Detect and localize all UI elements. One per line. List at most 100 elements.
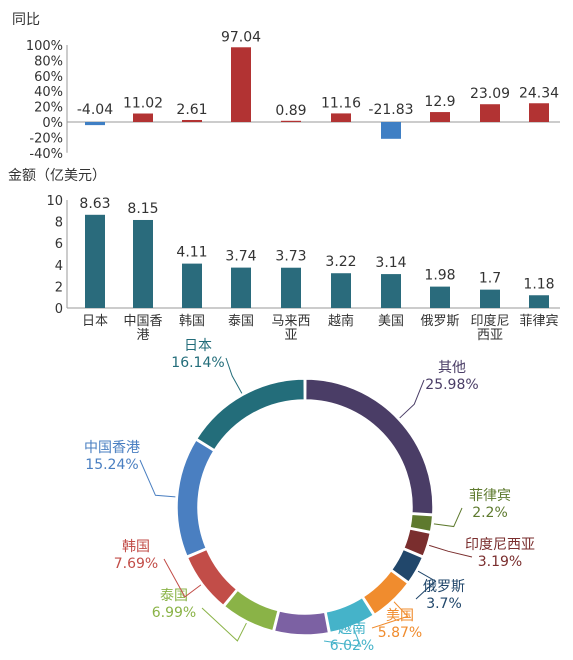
amount-bar [182, 263, 202, 308]
amount-y-tick-label: 10 [46, 194, 63, 209]
donut-slice [273, 609, 330, 636]
donut-slice-percent: 2.2% [472, 505, 508, 521]
amount-data-label: 8.15 [127, 201, 158, 217]
yoy-y-tick-label: 0% [42, 116, 63, 131]
x-category-label: 港 [136, 328, 149, 343]
yoy-y-tick-label: 20% [34, 101, 63, 116]
x-category-label: 印度尼 [470, 313, 509, 329]
yoy-data-label: -21.83 [368, 102, 413, 118]
donut-slice-percent: 7.69% [114, 556, 158, 572]
amount-bar [231, 267, 251, 308]
donut-slice [176, 438, 215, 558]
amount-y-tick-label: 4 [55, 259, 63, 274]
donut-slice [186, 548, 238, 607]
donut-slice [223, 589, 280, 632]
yoy-bar [231, 47, 251, 122]
amount-data-label: 3.22 [325, 254, 356, 270]
amount-y-tick-label: 0 [55, 302, 63, 317]
amount-bar [281, 267, 301, 308]
yoy-bar [529, 103, 549, 122]
donut-slice-percent: 3.19% [478, 554, 522, 570]
yoy-data-label: 11.16 [321, 95, 361, 111]
x-category-label: 美国 [378, 314, 404, 329]
donut-leader-line [323, 627, 362, 647]
donut-slice [362, 569, 409, 616]
yoy-data-label: 12.9 [424, 94, 455, 110]
amount-y-tick-label: 2 [55, 280, 63, 295]
x-category-label: 日本 [82, 314, 108, 329]
yoy-y-tick-label: -40% [29, 147, 63, 162]
yoy-data-label: 23.09 [470, 86, 510, 102]
amount-bar [85, 214, 105, 308]
amount-data-label: 1.98 [424, 268, 455, 284]
x-category-label: 西亚 [477, 328, 503, 343]
yoy-bar [133, 113, 153, 122]
amount-data-label: 3.74 [225, 249, 256, 265]
yoy-data-label: 2.61 [176, 102, 207, 118]
yoy-y-tick-label: 60% [34, 70, 63, 85]
donut-slice [304, 378, 434, 515]
donut-slice-percent: 15.24% [85, 457, 138, 473]
yoy-data-label: -4.04 [77, 102, 113, 118]
donut-slice-name: 印度尼西亚 [465, 537, 535, 553]
donut-slice-name: 美国 [386, 608, 414, 624]
amount-data-label: 3.73 [275, 249, 306, 265]
x-category-label: 越南 [328, 313, 354, 329]
donut-slice-name: 其他 [438, 360, 466, 376]
yoy-bar [281, 120, 301, 122]
yoy-bar [182, 119, 202, 122]
yoy-bar [85, 122, 105, 126]
amount-y-tick-label: 8 [55, 216, 63, 231]
x-category-label: 泰国 [228, 314, 254, 329]
donut-leader-line [201, 607, 247, 642]
yoy-data-label: 97.04 [221, 29, 261, 45]
donut-slice-percent: 6.02% [330, 638, 374, 654]
donut-slice [390, 548, 424, 584]
amount-data-label: 8.63 [79, 196, 110, 212]
donut-leader-line [371, 601, 409, 629]
donut-leader-line [415, 570, 437, 600]
donut-leader-line [399, 379, 425, 419]
donut-slice-name: 菲律宾 [469, 488, 511, 504]
x-category-label: 俄罗斯 [420, 314, 459, 329]
amount-bar [133, 219, 153, 308]
yoy-y-tick-label: -20% [29, 131, 63, 146]
donut-slice [402, 527, 432, 558]
donut-leader-line [433, 507, 463, 528]
yoy-bar [381, 122, 401, 139]
yoy-bar [331, 113, 351, 122]
x-category-label: 亚 [284, 328, 297, 343]
yoy-data-label: 11.02 [123, 96, 163, 112]
yoy-data-label: 24.34 [519, 85, 559, 101]
donut-slice-name: 越南 [338, 621, 366, 637]
yoy-bar [430, 112, 450, 122]
yoy-y-tick-label: 100% [26, 39, 63, 54]
amount-bar [331, 273, 351, 308]
donut-slice-percent: 5.87% [378, 625, 422, 641]
amount-data-label: 1.7 [479, 271, 501, 287]
yoy-data-label: 0.89 [275, 103, 306, 119]
donut-slice [409, 513, 434, 533]
donut-slice [325, 596, 375, 634]
donut-leader-line [139, 459, 176, 498]
x-category-label: 中国香 [123, 314, 162, 329]
donut-leader-line [429, 544, 473, 558]
donut-slice-name: 韩国 [122, 539, 150, 555]
x-category-label: 菲律宾 [519, 313, 558, 329]
yoy-y-tick-label: 80% [34, 54, 63, 69]
donut-slice [195, 378, 306, 451]
amount-data-label: 3.14 [375, 255, 406, 271]
x-category-label: 韩国 [179, 314, 205, 329]
donut-slice-name: 泰国 [160, 588, 188, 604]
amount-bar [480, 289, 500, 308]
donut-slice-percent: 6.99% [152, 605, 196, 621]
donut-slice-name: 中国香港 [84, 440, 140, 456]
donut-leader-line [163, 558, 202, 598]
amount-bar [381, 274, 401, 308]
amount-chart-title: 金额（亿美元） [8, 168, 106, 184]
yoy-y-tick-label: 40% [34, 85, 63, 100]
yoy-bar [480, 104, 500, 122]
amount-data-label: 4.11 [176, 245, 207, 261]
donut-slice-percent: 3.7% [426, 596, 462, 612]
